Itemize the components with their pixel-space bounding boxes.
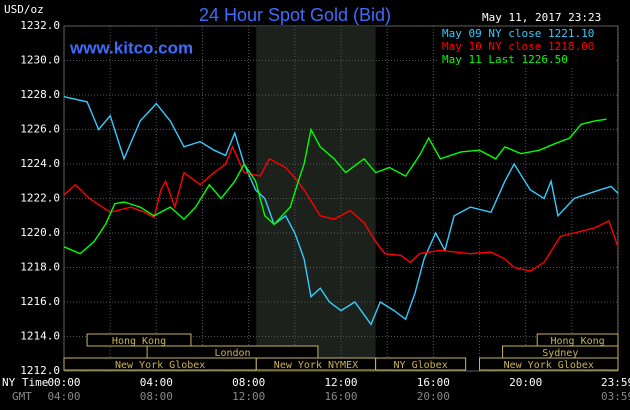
y-tick-label: 1230.0 — [20, 54, 60, 67]
y-tick-label: 1220.0 — [20, 226, 60, 239]
x2-tick-label: 20:00 — [417, 390, 450, 403]
series-line — [63, 145, 619, 272]
x-row-label: NY Time — [2, 376, 48, 389]
x-tick-label: 12:00 — [324, 376, 357, 389]
session-label: London — [214, 348, 250, 359]
x-tick-label: 08:00 — [232, 376, 265, 389]
x2-tick-label: 03:59 — [601, 390, 630, 403]
x2-tick-label: 08:00 — [140, 390, 173, 403]
x-tick-label: 20:00 — [509, 376, 542, 389]
x2-tick-label: 04:00 — [47, 390, 80, 403]
y-tick-label: 1212.0 — [20, 364, 60, 377]
legend-entry: May 10 NY close 1218.00 — [442, 40, 594, 53]
session-label: Sydney — [542, 348, 578, 359]
legend-entry: May 09 NY close 1221.10 — [442, 27, 594, 40]
session-label: Hong Kong — [112, 336, 166, 347]
session-label: New York Globex — [504, 360, 594, 371]
y-tick-label: 1218.0 — [20, 261, 60, 274]
y-tick-label: 1222.0 — [20, 192, 60, 205]
session-label: NY Globex — [394, 360, 448, 371]
legend-entry: May 11 Last 1226.50 — [442, 53, 568, 66]
y-tick-label: 1224.0 — [20, 157, 60, 170]
series-line — [63, 96, 619, 326]
y-tick-label: 1216.0 — [20, 295, 60, 308]
chart-title: 24 Hour Spot Gold (Bid) — [199, 5, 391, 25]
x2-row-label: GMT — [12, 390, 32, 403]
y-tick-label: 1226.0 — [20, 123, 60, 136]
session-box — [375, 357, 467, 371]
y-tick-label: 1214.0 — [20, 330, 60, 343]
legend-box — [438, 28, 616, 68]
y-axis-label: USD/oz — [4, 3, 44, 16]
session-label: Hong Kong — [551, 336, 605, 347]
x2-tick-label: 12:00 — [232, 390, 265, 403]
x-tick-label: 23:59 — [601, 376, 630, 389]
x-tick-label: 16:00 — [417, 376, 450, 389]
session-label: New York Globex — [115, 360, 205, 371]
y-tick-label: 1232.0 — [20, 19, 60, 32]
session-box — [479, 357, 619, 371]
x2-tick-label: 16:00 — [324, 390, 357, 403]
session-label: New York NYMEX — [274, 360, 358, 371]
x-tick-label: 00:00 — [47, 376, 80, 389]
session-box — [86, 333, 192, 347]
y-tick-label: 1228.0 — [20, 88, 60, 101]
watermark: www.kitco.com — [69, 38, 193, 57]
x-tick-label: 04:00 — [140, 376, 173, 389]
timestamp: May 11, 2017 23:23 — [482, 11, 601, 24]
series-line — [63, 118, 607, 255]
